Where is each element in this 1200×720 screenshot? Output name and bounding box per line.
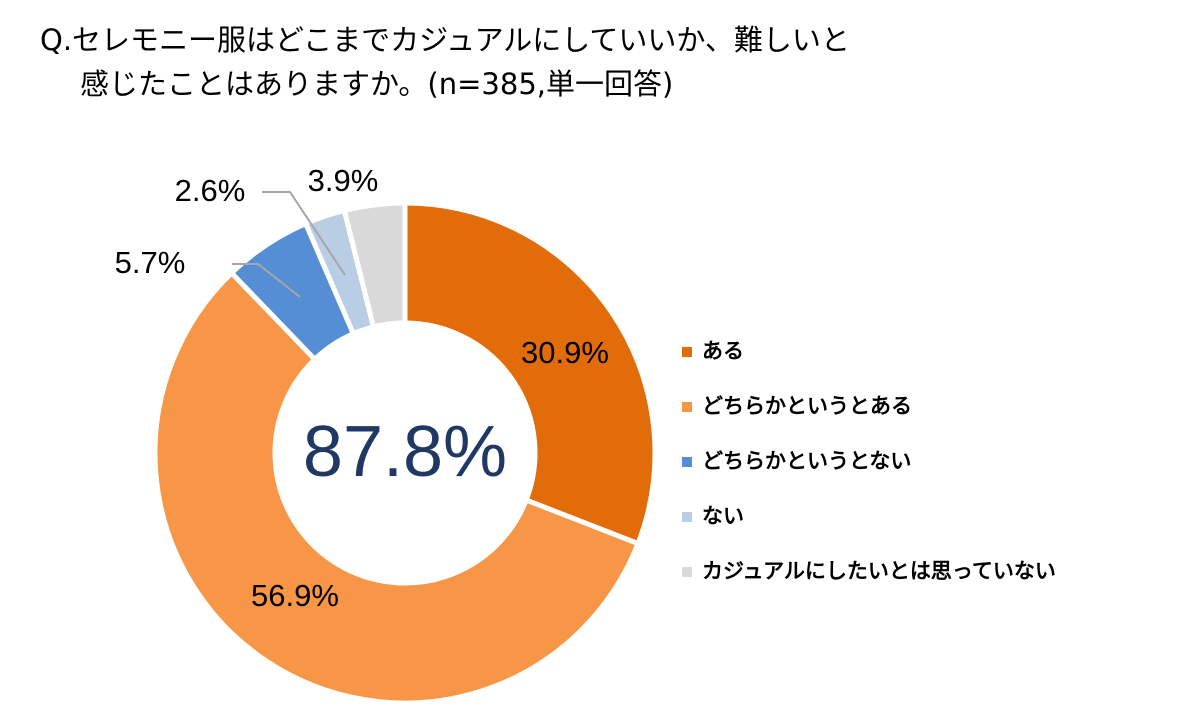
- value-label: 2.6%: [175, 173, 246, 208]
- legend-marker: [682, 567, 692, 577]
- legend-marker: [682, 512, 692, 522]
- value-label: 30.9%: [521, 335, 609, 370]
- slice: [152, 269, 642, 706]
- legend-label: ある: [702, 339, 744, 363]
- leader-line: [232, 263, 301, 298]
- legend-label: ない: [702, 504, 744, 528]
- legend-label: どちらかというとある: [702, 394, 912, 418]
- center-label: 87.8%: [303, 412, 507, 492]
- legend-marker: [682, 402, 692, 412]
- value-label: 56.9%: [251, 578, 339, 613]
- leader-line: [262, 191, 346, 276]
- legend-label: カジュアルにしたいとは思っていない: [702, 559, 1056, 583]
- legend-marker: [682, 457, 692, 467]
- slice: [402, 200, 658, 547]
- chart-title: 感じたことはありますか。(n=385,単一回答): [80, 67, 673, 101]
- value-label: 5.7%: [115, 245, 186, 280]
- value-label: 3.9%: [308, 163, 379, 198]
- legend-label: どちらかというとない: [702, 449, 911, 473]
- chart-title: Q.セレモニー服はどこまでカジュアルにしていいか、難しいと: [40, 23, 850, 57]
- legend-marker: [682, 347, 692, 357]
- slice: [341, 200, 408, 330]
